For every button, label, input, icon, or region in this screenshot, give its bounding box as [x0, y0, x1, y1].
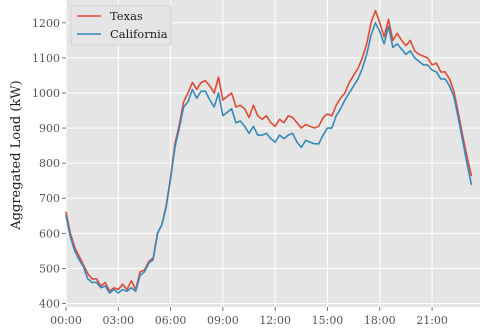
y-tick-label: 1000	[32, 87, 60, 100]
y-tick-label: 500	[39, 262, 60, 275]
series-line-california	[65, 22, 473, 294]
x-tick-label: 09:00	[207, 314, 239, 327]
x-tick-label: 21:00	[416, 314, 448, 327]
x-tick-label: 06:00	[155, 314, 187, 327]
legend: Texas California	[70, 5, 172, 46]
y-tick-label: 400	[39, 297, 60, 310]
grid-lines	[65, 0, 480, 307]
series-line-texas	[65, 9, 473, 293]
series-lines	[65, 9, 473, 294]
y-tick-label: 600	[39, 227, 60, 240]
plot-background	[66, 0, 480, 307]
y-axis-label: Aggregated Load (kW)	[9, 80, 24, 230]
legend-label-texas: Texas	[110, 9, 143, 23]
y-tick-label: 700	[39, 192, 60, 205]
x-tick-label: 18:00	[364, 314, 396, 327]
x-axis-ticks: 00:00 03:00 06:00 09:00 12:00 15:00 18:00 21:00	[50, 307, 448, 327]
y-axis-ticks: 400 500 600 700 800 900 1000 1100 1200	[32, 17, 66, 310]
legend-label-california: California	[110, 27, 168, 41]
x-tick-label: 03:00	[102, 314, 134, 327]
x-tick-label: 00:00	[50, 314, 82, 327]
x-tick-label: 12:00	[259, 314, 291, 327]
y-tick-label: 1200	[32, 17, 60, 30]
y-tick-label: 900	[39, 122, 60, 135]
x-tick-label: 15:00	[312, 314, 344, 327]
y-tick-label: 1100	[32, 52, 60, 65]
y-tick-label: 800	[39, 157, 60, 170]
